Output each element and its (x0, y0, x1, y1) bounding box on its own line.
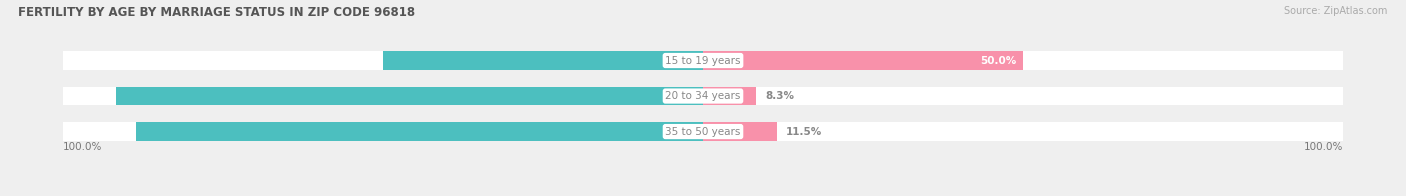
Bar (136, 122, 703, 141)
Text: 100.0%: 100.0% (1303, 142, 1343, 152)
Bar (703, 122, 776, 141)
Bar (703, 51, 1343, 70)
Text: 50.0%: 50.0% (980, 55, 1017, 65)
Text: 50.0%: 50.0% (76, 55, 112, 65)
Bar (382, 51, 703, 70)
Text: FERTILITY BY AGE BY MARRIAGE STATUS IN ZIP CODE 96818: FERTILITY BY AGE BY MARRIAGE STATUS IN Z… (18, 6, 415, 19)
Bar (703, 122, 1343, 141)
Bar (63, 87, 703, 105)
Bar (703, 87, 756, 105)
Text: 15 to 19 years: 15 to 19 years (665, 55, 741, 65)
Bar (63, 122, 703, 141)
Text: 8.3%: 8.3% (766, 91, 794, 101)
Text: 91.7%: 91.7% (76, 91, 112, 101)
Text: 20 to 34 years: 20 to 34 years (665, 91, 741, 101)
Text: 100.0%: 100.0% (63, 142, 103, 152)
Bar (117, 87, 703, 105)
Bar (703, 51, 1024, 70)
Bar (703, 87, 1343, 105)
Text: 35 to 50 years: 35 to 50 years (665, 127, 741, 137)
Text: 11.5%: 11.5% (786, 127, 823, 137)
Text: Source: ZipAtlas.com: Source: ZipAtlas.com (1284, 6, 1388, 16)
Bar (63, 51, 703, 70)
Text: 88.6%: 88.6% (76, 127, 112, 137)
